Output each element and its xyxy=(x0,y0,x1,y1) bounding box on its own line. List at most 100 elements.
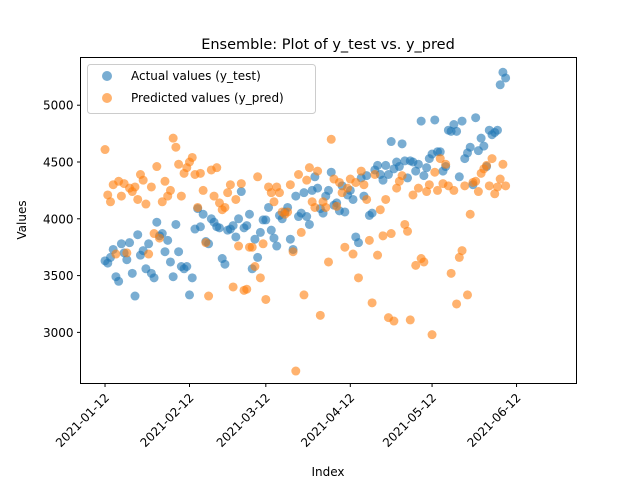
predicted-point xyxy=(427,330,437,340)
actual-point xyxy=(198,209,208,219)
y-tick-label: 4000 xyxy=(43,212,74,226)
predicted-point xyxy=(234,241,244,251)
legend: Actual values (y_test) Predicted values … xyxy=(87,64,316,114)
actual-point xyxy=(244,209,254,219)
predicted-point xyxy=(482,160,492,170)
actual-point xyxy=(187,273,197,283)
actual-point xyxy=(291,191,301,201)
actual-point xyxy=(381,160,391,170)
predicted-point xyxy=(340,242,350,252)
predicted-point xyxy=(343,183,353,193)
x-axis-label: Index xyxy=(311,465,344,479)
actual-point xyxy=(264,202,274,212)
predicted-point xyxy=(255,273,265,283)
predicted-point xyxy=(157,197,167,207)
predicted-point xyxy=(362,194,372,204)
predicted-point xyxy=(462,290,472,300)
actual-point xyxy=(272,241,282,251)
predicted-point xyxy=(449,185,459,195)
predicted-point xyxy=(400,219,410,229)
predicted-point xyxy=(381,194,391,204)
predicted-point xyxy=(484,181,494,191)
actual-point xyxy=(299,188,309,198)
predicted-point xyxy=(168,133,178,143)
actual-point xyxy=(457,116,467,126)
predicted-point xyxy=(130,182,140,192)
actual-point xyxy=(149,273,159,283)
actual-point xyxy=(165,257,175,267)
predicted-point xyxy=(111,249,121,259)
predicted-point xyxy=(386,229,396,239)
predicted-point xyxy=(146,182,156,192)
actual-point xyxy=(285,234,295,244)
predicted-point xyxy=(294,170,304,179)
y-tick-label: 3000 xyxy=(43,326,74,340)
predicted-point xyxy=(313,166,323,176)
predicted-point xyxy=(370,170,380,179)
predicted-point xyxy=(389,316,399,326)
predicted-point xyxy=(351,177,361,187)
y-tick-label: 4500 xyxy=(43,156,74,170)
predicted-point xyxy=(460,181,470,191)
predicted-point xyxy=(296,227,306,237)
predicted-point xyxy=(397,171,407,181)
predicted-point xyxy=(171,142,181,152)
actual-point xyxy=(171,219,181,229)
predicted-point xyxy=(492,182,502,192)
actual-point xyxy=(127,268,137,278)
predicted-point xyxy=(490,189,500,199)
predicted-point xyxy=(408,190,418,200)
predicted-point xyxy=(302,175,312,185)
actual-point xyxy=(255,227,265,237)
actual-point xyxy=(114,276,124,286)
predicted-point xyxy=(435,154,445,164)
predicted-point xyxy=(495,174,505,184)
actual-point xyxy=(495,80,505,90)
actual-point xyxy=(152,217,162,227)
actual-point xyxy=(492,125,502,135)
y-tick-label: 3500 xyxy=(43,269,74,283)
actual-point xyxy=(228,221,238,231)
actual-point xyxy=(479,141,489,151)
predicted-point xyxy=(269,197,279,207)
predicted-point xyxy=(195,168,205,178)
predicted-point xyxy=(152,162,162,172)
actual-point xyxy=(411,166,421,176)
predicted-point xyxy=(487,154,497,164)
predicted-point xyxy=(321,202,331,212)
predicted-point xyxy=(250,262,260,271)
actual-point xyxy=(174,247,184,257)
actual-point xyxy=(435,147,445,157)
predicted-point xyxy=(193,202,203,212)
actual-point xyxy=(422,163,432,173)
predicted-point xyxy=(242,284,252,294)
predicted-point xyxy=(433,185,443,195)
actual-point xyxy=(449,120,459,130)
predicted-point xyxy=(283,207,293,217)
actual-point xyxy=(340,207,350,217)
actual-point xyxy=(326,167,336,177)
predicted-point xyxy=(285,180,295,190)
predicted-point xyxy=(424,180,434,190)
predicted-point xyxy=(236,179,246,189)
predicted-point xyxy=(201,238,211,248)
predicted-point xyxy=(225,180,235,190)
y-axis: 3000 3500 4000 4500 5000 xyxy=(43,99,81,340)
predicted-point xyxy=(204,291,214,301)
predicted-point xyxy=(332,201,342,211)
legend-box xyxy=(87,64,316,114)
predicted-point xyxy=(304,163,314,173)
predicted-point xyxy=(413,183,423,193)
data-points xyxy=(100,67,511,376)
predicted-point xyxy=(288,247,298,257)
predicted-point xyxy=(411,260,421,270)
actual-point xyxy=(302,212,312,222)
chart-title: Ensemble: Plot of y_test vs. y_pred xyxy=(201,37,455,53)
actual-point xyxy=(231,232,241,242)
predicted-point xyxy=(223,188,233,198)
actual-point xyxy=(185,290,195,300)
actual-point xyxy=(236,187,246,197)
actual-point xyxy=(304,219,314,229)
predicted-point xyxy=(105,197,115,207)
